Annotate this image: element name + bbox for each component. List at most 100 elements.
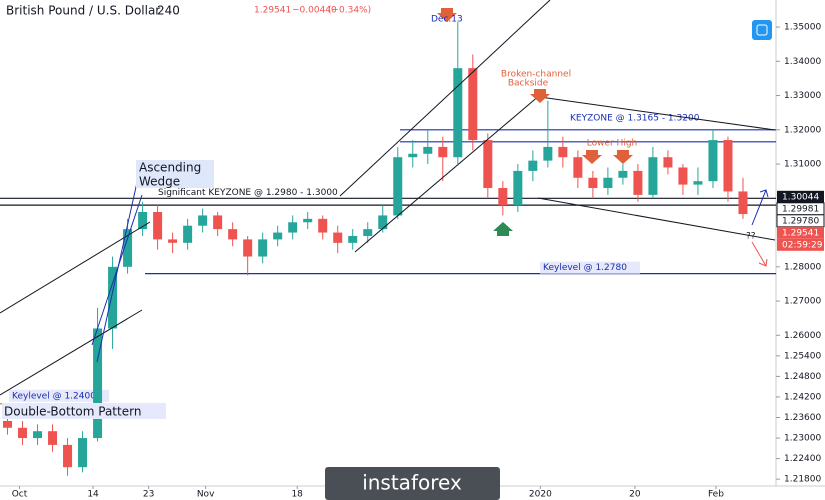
trend-line	[537, 197, 776, 241]
candle-body	[648, 157, 658, 195]
candle-body	[393, 157, 403, 216]
annotation: ??	[746, 232, 756, 242]
level-label: Keylevel @ 1.2780	[543, 263, 627, 273]
y-tick-label: 1.23600	[784, 413, 821, 423]
trend-line	[0, 309, 143, 396]
fullscreen-button[interactable]	[752, 20, 772, 40]
level-label: Keylevel @ 1.2400	[12, 391, 96, 401]
candle-body	[453, 68, 463, 158]
candle-body	[123, 229, 133, 267]
annotation: Dec.13	[431, 15, 463, 25]
y-tick-label: 1.32000	[784, 125, 821, 135]
price-label: 1.29780	[782, 216, 819, 226]
candle-body	[423, 146, 433, 154]
annotation: Broken-channel	[501, 70, 571, 80]
trend-line	[539, 96, 776, 131]
candle-body	[498, 188, 508, 206]
y-tick-label: 1.23000	[784, 434, 821, 444]
logo: instaforex	[362, 471, 462, 495]
candle-body	[573, 157, 583, 178]
x-tick-label: 23	[143, 490, 154, 500]
candle-body	[213, 215, 223, 230]
symbol: British Pound / U.S. Dollar	[6, 4, 160, 18]
candle-body	[3, 420, 13, 428]
price-change-pct: (−0.34%)	[328, 6, 371, 16]
x-tick-label: Feb	[708, 490, 724, 500]
annotation: Ascending	[139, 161, 201, 175]
candle-body	[258, 239, 268, 257]
up-arrow	[493, 222, 513, 236]
level-label-box	[540, 261, 640, 274]
candle-body	[108, 266, 118, 329]
candle-body	[63, 444, 73, 468]
candle-body	[348, 235, 358, 243]
candle-body	[408, 153, 418, 158]
x-tick-label: Nov	[197, 490, 215, 500]
candle-body	[318, 218, 328, 233]
y-tick-label: 1.31000	[784, 160, 821, 170]
candle-body	[243, 239, 253, 257]
down-arrow	[582, 150, 602, 164]
up-projection	[751, 189, 769, 226]
down-arrow	[613, 150, 633, 164]
candle-body	[528, 160, 538, 171]
last-price: 1.29541	[254, 6, 291, 16]
annotation-box	[136, 160, 214, 188]
countdown-box	[777, 238, 824, 251]
interval: 240	[157, 4, 180, 18]
level-label-box	[9, 389, 109, 402]
candle-body	[618, 170, 628, 178]
candle-body	[138, 212, 148, 230]
candle-body	[93, 328, 103, 439]
candle-body	[303, 218, 313, 223]
down-arrow	[437, 8, 457, 22]
wedge-lines	[91, 177, 143, 363]
y-tick-label: 1.27000	[784, 297, 821, 307]
candle-body	[513, 170, 523, 206]
candle-body	[273, 232, 283, 240]
x-tick-label: 20	[629, 490, 641, 500]
x-tick-label: 18	[291, 490, 303, 500]
candle-body	[603, 177, 613, 189]
annotation: Backside	[508, 79, 549, 89]
candle-body	[18, 427, 28, 439]
annotation-box	[2, 403, 166, 419]
candle-body	[153, 212, 163, 240]
annotation: Lower High	[587, 139, 638, 149]
candle-body	[33, 431, 43, 439]
x-tick-label: Oct	[12, 490, 28, 500]
fullscreen-icon	[756, 24, 768, 36]
price-label: 1.29981	[782, 204, 819, 214]
countdown: 02:59:29	[782, 240, 823, 250]
candle-body	[708, 140, 718, 182]
candle-body	[168, 239, 178, 243]
plot-area: Significant KEYZONE @ 1.2980 - 1.3000 KEY…	[0, 21, 776, 476]
candle-body	[633, 170, 643, 195]
candle-body	[48, 431, 58, 445]
logo-box	[325, 467, 500, 500]
candle-body	[378, 215, 388, 230]
y-tick-label: 1.35000	[784, 23, 821, 33]
candle-body	[438, 146, 448, 158]
price-label-box	[777, 190, 824, 203]
trend-line	[339, 0, 551, 197]
y-tick-label: 1.22400	[784, 454, 821, 464]
candle-body	[738, 191, 748, 215]
y-tick-label: 1.26000	[784, 331, 821, 341]
candle-body	[228, 229, 238, 240]
y-tick-label: 1.25400	[784, 351, 821, 361]
candle-body	[543, 146, 553, 161]
candle-body	[183, 225, 193, 243]
candle-body	[558, 146, 568, 158]
level-label: KEYZONE @ 1.3165 - 1.3200	[570, 113, 700, 123]
candle-body	[363, 229, 373, 236]
annotation: Double-Bottom Pattern	[4, 405, 141, 419]
candle-body	[663, 157, 673, 168]
x-tick-label: 2020	[529, 490, 552, 500]
candle-body	[693, 181, 703, 185]
price-change: −0.00440	[292, 6, 337, 16]
wedge-line	[91, 194, 143, 346]
candle-body	[678, 167, 688, 185]
candle-body	[588, 177, 598, 189]
